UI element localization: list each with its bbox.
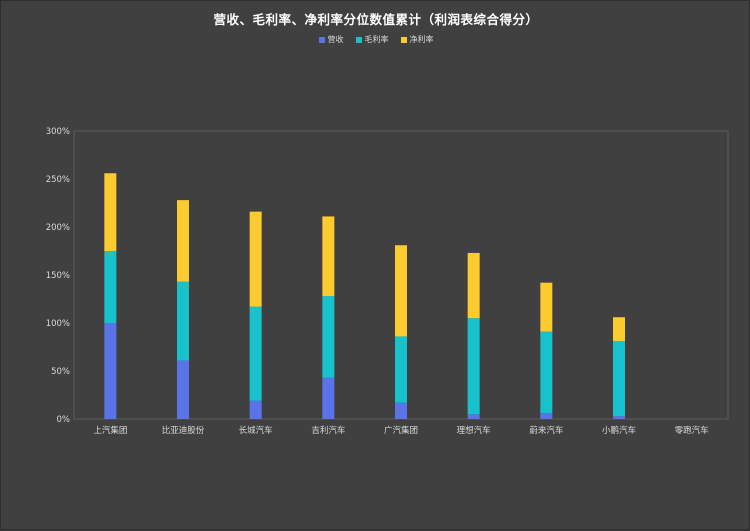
x-tick-label: 长城汽车 bbox=[239, 425, 273, 436]
bar-net-margin bbox=[540, 282, 553, 332]
legend-item-net-margin[interactable]: 净利率 bbox=[400, 34, 434, 45]
y-tick-label: 150% bbox=[46, 271, 70, 281]
x-tick-label: 小鹏汽车 bbox=[602, 425, 636, 436]
legend-label-net-margin: 净利率 bbox=[409, 35, 434, 44]
x-tick-label: 比亚迪股份 bbox=[162, 425, 205, 436]
x-tick-label: 零跑汽车 bbox=[675, 425, 709, 436]
bar-gross-margin bbox=[395, 336, 407, 403]
legend-swatch-gross-margin bbox=[355, 36, 362, 43]
y-tick-label: 250% bbox=[46, 175, 70, 185]
y-tick-label: 200% bbox=[46, 223, 70, 233]
x-tick-label: 蔚来汽车 bbox=[529, 425, 563, 436]
bar-gross-margin bbox=[540, 331, 553, 414]
bar-gross-margin bbox=[613, 341, 625, 417]
bar-revenue bbox=[467, 414, 480, 419]
y-tick-label: 50% bbox=[51, 367, 70, 377]
bar-gross-margin bbox=[104, 251, 117, 323]
chart-title: 营收、毛利率、净利率分位数值累计（利润表综合得分） bbox=[213, 12, 539, 27]
legend-swatch-revenue bbox=[318, 36, 325, 43]
x-tick-label: 吉利汽车 bbox=[311, 425, 345, 436]
bar-net-margin bbox=[322, 216, 335, 297]
bar-revenue bbox=[177, 360, 189, 419]
y-tick-label: 300% bbox=[46, 127, 70, 137]
bar-gross-margin bbox=[177, 281, 189, 361]
bar-net-margin bbox=[613, 317, 625, 342]
x-tick-label: 理想汽车 bbox=[457, 425, 491, 436]
bar-revenue bbox=[104, 323, 117, 419]
legend-label-gross-margin: 毛利率 bbox=[364, 35, 389, 44]
bar-revenue bbox=[395, 402, 407, 419]
legend: 营收 毛利率 净利率 bbox=[1, 34, 750, 45]
bar-revenue bbox=[540, 413, 553, 419]
bar-revenue bbox=[322, 377, 335, 419]
bar-net-margin bbox=[395, 245, 407, 337]
bar-net-margin bbox=[177, 200, 189, 282]
bar-net-margin bbox=[104, 173, 117, 251]
bar-net-margin bbox=[249, 211, 262, 307]
legend-item-revenue[interactable]: 营收 bbox=[318, 34, 344, 45]
y-tick-label: 0% bbox=[57, 415, 71, 425]
legend-label-revenue: 营收 bbox=[327, 35, 344, 44]
legend-swatch-net-margin bbox=[400, 36, 407, 43]
bar-net-margin bbox=[467, 252, 480, 319]
x-tick-label: 上汽集团 bbox=[93, 425, 127, 436]
bar-gross-margin bbox=[467, 318, 480, 415]
y-tick-label: 100% bbox=[46, 319, 70, 329]
x-tick-label: 广汽集团 bbox=[384, 425, 418, 436]
bar-gross-margin bbox=[322, 296, 335, 378]
bar-gross-margin bbox=[249, 306, 262, 401]
legend-item-gross-margin[interactable]: 毛利率 bbox=[355, 34, 389, 45]
bar-revenue bbox=[613, 416, 625, 419]
bar-revenue bbox=[249, 400, 262, 419]
